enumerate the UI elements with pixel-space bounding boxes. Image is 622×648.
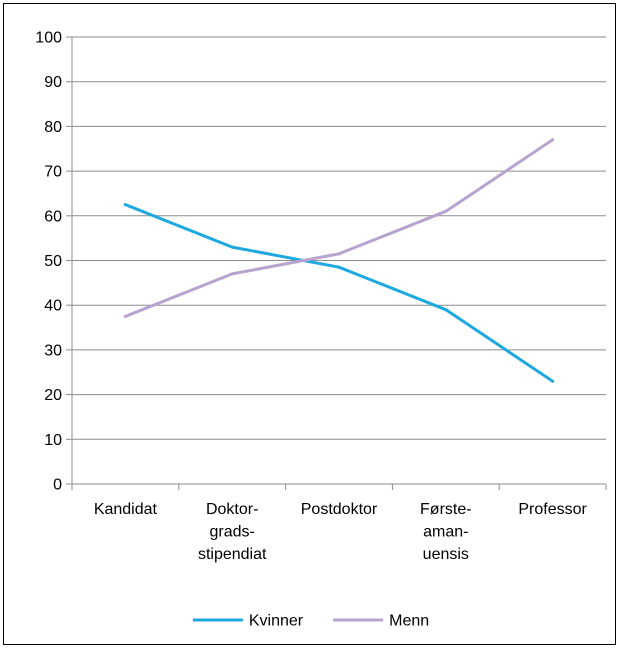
- legend-label-menn: Menn: [389, 613, 429, 630]
- y-tick-label: 50: [44, 253, 62, 270]
- y-tick-label: 30: [44, 342, 62, 359]
- y-tick-labels: 0 10 20 30 40 50 60 70 80 90 100: [35, 30, 62, 494]
- x-tick-label-line: aman-: [423, 524, 468, 541]
- y-tick-label: 10: [44, 432, 62, 449]
- x-tick-label-line: Postdoktor: [301, 501, 378, 518]
- data-point-kvinner: [230, 245, 234, 249]
- data-point-menn: [444, 209, 448, 213]
- x-tick-label: Doktor-grads-stipendiat: [198, 501, 267, 563]
- x-tick-label: Professor: [518, 501, 587, 518]
- y-tick-label: 20: [44, 387, 62, 404]
- data-point-kvinner: [123, 203, 127, 207]
- x-tick-label-line: Kandidat: [94, 501, 158, 518]
- x-tick-label: Kandidat: [94, 501, 158, 518]
- series-line-kvinner: [123, 203, 555, 383]
- y-tick-label: 60: [44, 208, 62, 225]
- x-tick-labels: Kandidat Doktor-grads-stipendiat Postdokto…: [94, 501, 588, 563]
- x-tick-label-line: uensis: [423, 546, 469, 563]
- legend-label-kvinner: Kvinner: [249, 613, 304, 630]
- chart-frame: [3, 3, 616, 645]
- y-tick-label: 90: [44, 74, 62, 91]
- x-tick-label-line: grads-: [210, 524, 255, 541]
- axes: [71, 37, 606, 485]
- series-lines: [123, 138, 555, 383]
- y-tick-label: 70: [44, 164, 62, 181]
- data-point-menn: [337, 252, 341, 256]
- y-tick-label: 80: [44, 119, 62, 136]
- data-point-menn: [123, 314, 127, 318]
- series-line-menn: [123, 138, 555, 318]
- legend: Kvinner Menn: [192, 613, 429, 630]
- x-tick-label-line: stipendiat: [198, 546, 267, 563]
- y-tick-label: 40: [44, 298, 62, 315]
- y-tick-label: 100: [35, 30, 62, 47]
- x-tick-label: Postdoktor: [301, 501, 378, 518]
- x-tick-label-line: Doktor-: [206, 501, 258, 518]
- x-tick-label-line: Første-: [420, 501, 472, 518]
- y-tick-label: 0: [53, 477, 62, 494]
- x-tick-label-line: Professor: [518, 501, 587, 518]
- data-point-menn: [230, 272, 234, 276]
- x-tick-label: Første-aman-uensis: [420, 501, 472, 563]
- data-point-kvinner: [337, 265, 341, 269]
- data-point-menn: [551, 138, 555, 142]
- data-point-kvinner: [551, 379, 555, 383]
- data-point-kvinner: [444, 308, 448, 312]
- gridlines: [66, 36, 607, 490]
